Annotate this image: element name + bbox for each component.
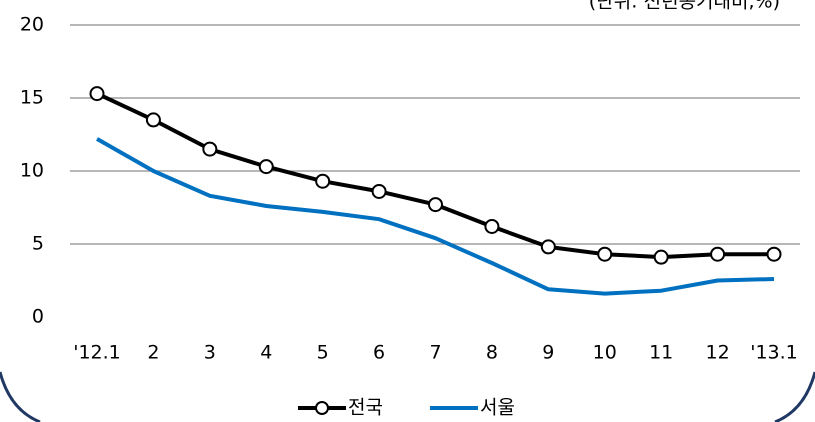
point-marker (428, 197, 443, 213)
y-tick-label: 10 (20, 160, 44, 182)
legend-label: 전국 (348, 397, 383, 419)
x-tick-label: 9 (542, 342, 554, 364)
x-tick-label: '13.1 (750, 342, 798, 364)
point-marker (202, 141, 218, 157)
x-tick-label: 10 (593, 342, 617, 364)
point-marker (315, 173, 331, 189)
x-tick-label: 5 (317, 342, 329, 364)
x-tick-label: 8 (486, 342, 498, 364)
point-marker (371, 183, 387, 199)
x-tick-label: 4 (260, 342, 272, 364)
y-tick-label: 15 (20, 87, 44, 109)
legend-label: 서울 (480, 397, 515, 419)
point-marker (710, 246, 726, 262)
x-tick-label: 6 (373, 342, 385, 364)
point-marker (540, 239, 556, 255)
point-marker (766, 246, 782, 262)
x-tick-label: 11 (649, 342, 673, 364)
y-tick-label: 5 (32, 233, 44, 255)
legend-marker (315, 401, 329, 415)
series-line (96, 91, 774, 260)
point-marker (89, 86, 105, 102)
unit-note: (단위: 전년동기대비,%) (589, 0, 780, 13)
x-tick-label: '12.1 (73, 342, 121, 364)
point-marker (484, 218, 500, 234)
frame-corner (774, 371, 815, 422)
point-marker (653, 249, 669, 265)
x-tick-label: 2 (147, 342, 159, 364)
x-tick-label: 3 (204, 342, 216, 364)
frame-corner (0, 371, 41, 422)
point-marker (597, 246, 613, 262)
point-marker (145, 112, 161, 128)
y-tick-label: 20 (20, 14, 44, 36)
y-tick-label: 0 (32, 306, 44, 328)
x-tick-label: 7 (429, 342, 441, 364)
series-line (96, 137, 775, 296)
point-marker (258, 159, 274, 175)
x-tick-label: 12 (705, 342, 729, 364)
